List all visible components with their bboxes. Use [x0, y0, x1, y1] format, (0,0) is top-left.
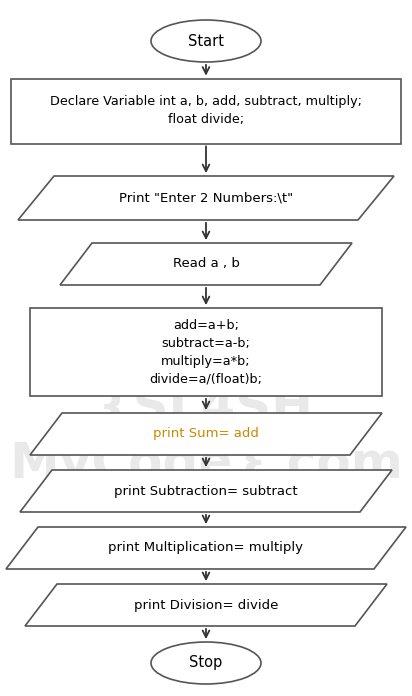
Polygon shape: [18, 176, 394, 220]
Text: print Subtraction= subtract: print Subtraction= subtract: [114, 484, 298, 498]
Text: Read a , b: Read a , b: [173, 258, 239, 271]
Polygon shape: [20, 470, 392, 512]
Text: add=a+b;
subtract=a-b;
multiply=a*b;
divide=a/(float)b;: add=a+b; subtract=a-b; multiply=a*b; div…: [150, 319, 262, 386]
Text: print Sum= add: print Sum= add: [153, 427, 259, 441]
Polygon shape: [60, 243, 352, 285]
Bar: [30, 308, 382, 396]
Text: Declare Variable int a, b, add, subtract, multiply;
float divide;: Declare Variable int a, b, add, subtract…: [50, 95, 362, 127]
Polygon shape: [6, 527, 406, 569]
Polygon shape: [30, 413, 382, 455]
Text: Print "Enter 2 Numbers:\t": Print "Enter 2 Numbers:\t": [119, 191, 293, 205]
Text: {SL4SH
MyCode}.com: {SL4SH MyCode}.com: [9, 384, 403, 488]
Text: Start: Start: [188, 33, 224, 49]
Polygon shape: [25, 584, 387, 626]
Text: print Division= divide: print Division= divide: [134, 599, 278, 612]
Text: print Multiplication= multiply: print Multiplication= multiply: [108, 541, 304, 555]
Text: Stop: Stop: [190, 656, 222, 670]
Ellipse shape: [151, 20, 261, 62]
Ellipse shape: [151, 642, 261, 684]
Bar: [11, 79, 401, 143]
